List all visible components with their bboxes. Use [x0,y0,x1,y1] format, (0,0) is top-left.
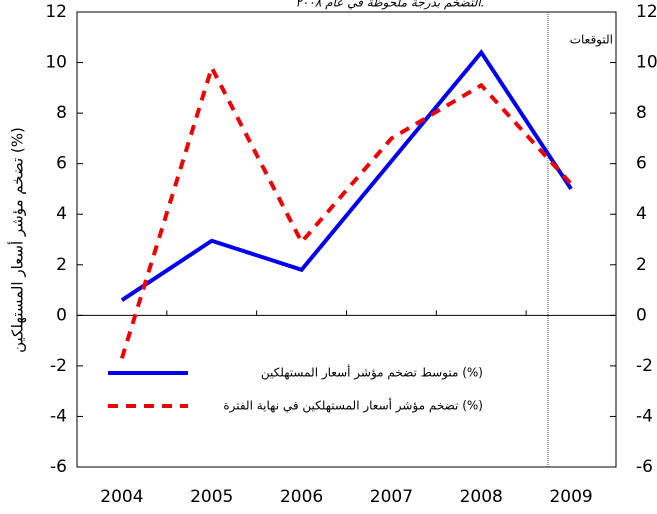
y2-tick-label: 12 [636,2,657,22]
series-line [120,62,573,359]
x-tick-label: 2006 [280,487,323,507]
y2-tick-label: 0 [636,305,647,325]
legend-label: متوسط تضخم مؤشر أسعار المستهلكين (%) [261,365,483,381]
y2-tick-label: 4 [636,204,647,224]
x-tick-label: 2007 [370,487,413,507]
y2-tick-label: 2 [636,255,647,275]
plot-frame [76,11,617,468]
y-tick-label: 12 [45,2,67,22]
y2-tick-label: -2 [636,356,653,376]
note: التضخم بدرجة ملحوظة في عام ٢٠٠٨. [295,0,484,10]
x-tick-label: 2009 [549,487,592,507]
y-tick-label: 0 [56,305,67,325]
legend-label: تضخم مؤشر أسعار المستهلكين في نهاية الفت… [223,398,483,414]
series-line [120,49,573,302]
y-tick-label: 10 [45,53,67,73]
y-tick-label: -4 [50,406,67,426]
x-tick-label: 2004 [100,487,143,507]
y-tick-label: 4 [56,204,67,224]
y-tick-label: -2 [50,356,67,376]
y2-tick-label: -4 [636,406,653,426]
y-tick-label: 2 [56,255,67,275]
y-tick-label: 6 [56,154,67,174]
forecast-label: التوقعات [570,33,613,48]
x-tick-label: 2008 [460,487,503,507]
y-tick-label: -6 [50,457,67,477]
y2-tick-label: 6 [636,154,647,174]
y2-tick-label: 10 [636,53,657,73]
y2-tick-label: 8 [636,103,647,123]
y2-tick-label: -6 [636,457,653,477]
y-tick-label: 8 [56,103,67,123]
y-axis-label: تضخم مؤشر أسعار المستهلكين (%) [8,127,27,353]
x-tick-label: 2005 [190,487,233,507]
